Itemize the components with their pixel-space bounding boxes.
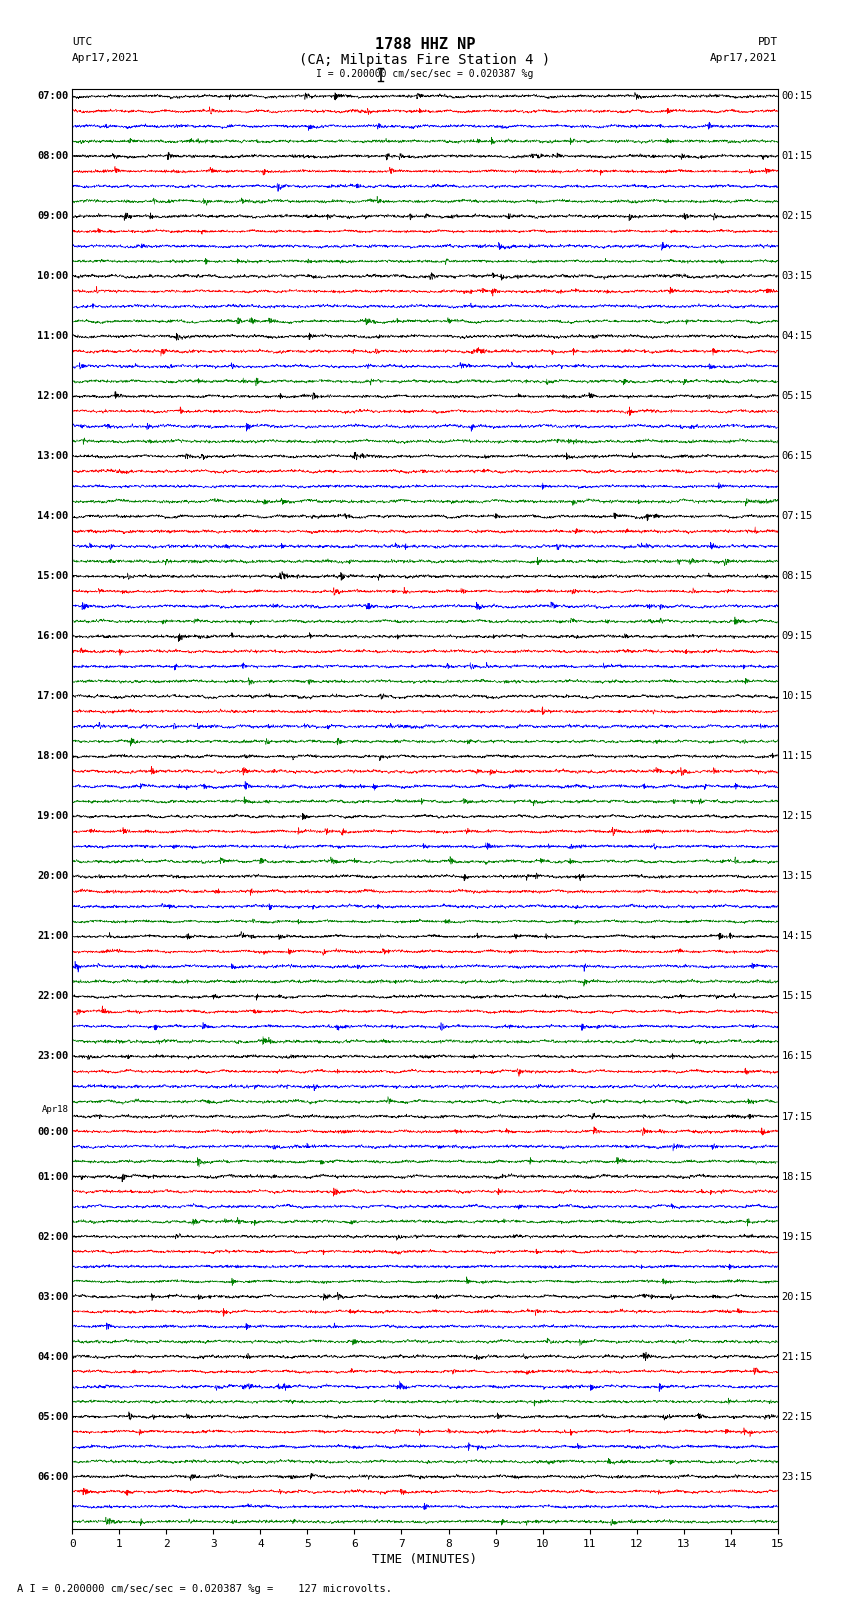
Text: 12:15: 12:15: [781, 811, 813, 821]
Text: 21:15: 21:15: [781, 1352, 813, 1361]
Text: 12:00: 12:00: [37, 392, 69, 402]
Text: 16:15: 16:15: [781, 1052, 813, 1061]
Text: 08:15: 08:15: [781, 571, 813, 581]
Text: 01:00: 01:00: [37, 1171, 69, 1182]
Text: 11:00: 11:00: [37, 331, 69, 342]
Text: 01:15: 01:15: [781, 152, 813, 161]
Text: 13:00: 13:00: [37, 452, 69, 461]
Text: 19:00: 19:00: [37, 811, 69, 821]
X-axis label: TIME (MINUTES): TIME (MINUTES): [372, 1553, 478, 1566]
Text: 09:15: 09:15: [781, 631, 813, 642]
Text: 20:15: 20:15: [781, 1292, 813, 1302]
Text: 05:15: 05:15: [781, 392, 813, 402]
Text: 09:00: 09:00: [37, 211, 69, 221]
Text: 16:00: 16:00: [37, 631, 69, 642]
Text: 18:15: 18:15: [781, 1171, 813, 1182]
Text: Apr17,2021: Apr17,2021: [72, 53, 139, 63]
Text: 15:15: 15:15: [781, 992, 813, 1002]
Text: Apr18: Apr18: [42, 1105, 69, 1113]
Text: 11:15: 11:15: [781, 752, 813, 761]
Text: 06:00: 06:00: [37, 1471, 69, 1482]
Text: A I = 0.200000 cm/sec/sec = 0.020387 %g =    127 microvolts.: A I = 0.200000 cm/sec/sec = 0.020387 %g …: [17, 1584, 392, 1594]
Text: 03:15: 03:15: [781, 271, 813, 281]
Text: 00:00: 00:00: [37, 1126, 69, 1137]
Text: 02:15: 02:15: [781, 211, 813, 221]
Text: Apr17,2021: Apr17,2021: [711, 53, 778, 63]
Text: 21:00: 21:00: [37, 931, 69, 942]
Text: 13:15: 13:15: [781, 871, 813, 881]
Text: 17:00: 17:00: [37, 692, 69, 702]
Text: 07:15: 07:15: [781, 511, 813, 521]
Text: 04:00: 04:00: [37, 1352, 69, 1361]
Text: UTC: UTC: [72, 37, 93, 47]
Text: 23:00: 23:00: [37, 1052, 69, 1061]
Text: (CA; Milpitas Fire Station 4 ): (CA; Milpitas Fire Station 4 ): [299, 53, 551, 68]
Text: PDT: PDT: [757, 37, 778, 47]
Text: 17:15: 17:15: [781, 1111, 813, 1121]
Text: 23:15: 23:15: [781, 1471, 813, 1482]
Text: 15:00: 15:00: [37, 571, 69, 581]
Text: 18:00: 18:00: [37, 752, 69, 761]
Text: 08:00: 08:00: [37, 152, 69, 161]
Text: 06:15: 06:15: [781, 452, 813, 461]
Text: 10:15: 10:15: [781, 692, 813, 702]
Text: 14:15: 14:15: [781, 931, 813, 942]
Text: 22:15: 22:15: [781, 1411, 813, 1421]
Text: 02:00: 02:00: [37, 1232, 69, 1242]
Text: 07:00: 07:00: [37, 92, 69, 102]
Text: 00:15: 00:15: [781, 92, 813, 102]
Text: 22:00: 22:00: [37, 992, 69, 1002]
Text: 19:15: 19:15: [781, 1232, 813, 1242]
Text: 03:00: 03:00: [37, 1292, 69, 1302]
Text: 04:15: 04:15: [781, 331, 813, 342]
Text: 05:00: 05:00: [37, 1411, 69, 1421]
Text: 1788 HHZ NP: 1788 HHZ NP: [375, 37, 475, 52]
Text: 14:00: 14:00: [37, 511, 69, 521]
Text: 20:00: 20:00: [37, 871, 69, 881]
Text: I = 0.200000 cm/sec/sec = 0.020387 %g: I = 0.200000 cm/sec/sec = 0.020387 %g: [316, 69, 534, 79]
Text: 10:00: 10:00: [37, 271, 69, 281]
